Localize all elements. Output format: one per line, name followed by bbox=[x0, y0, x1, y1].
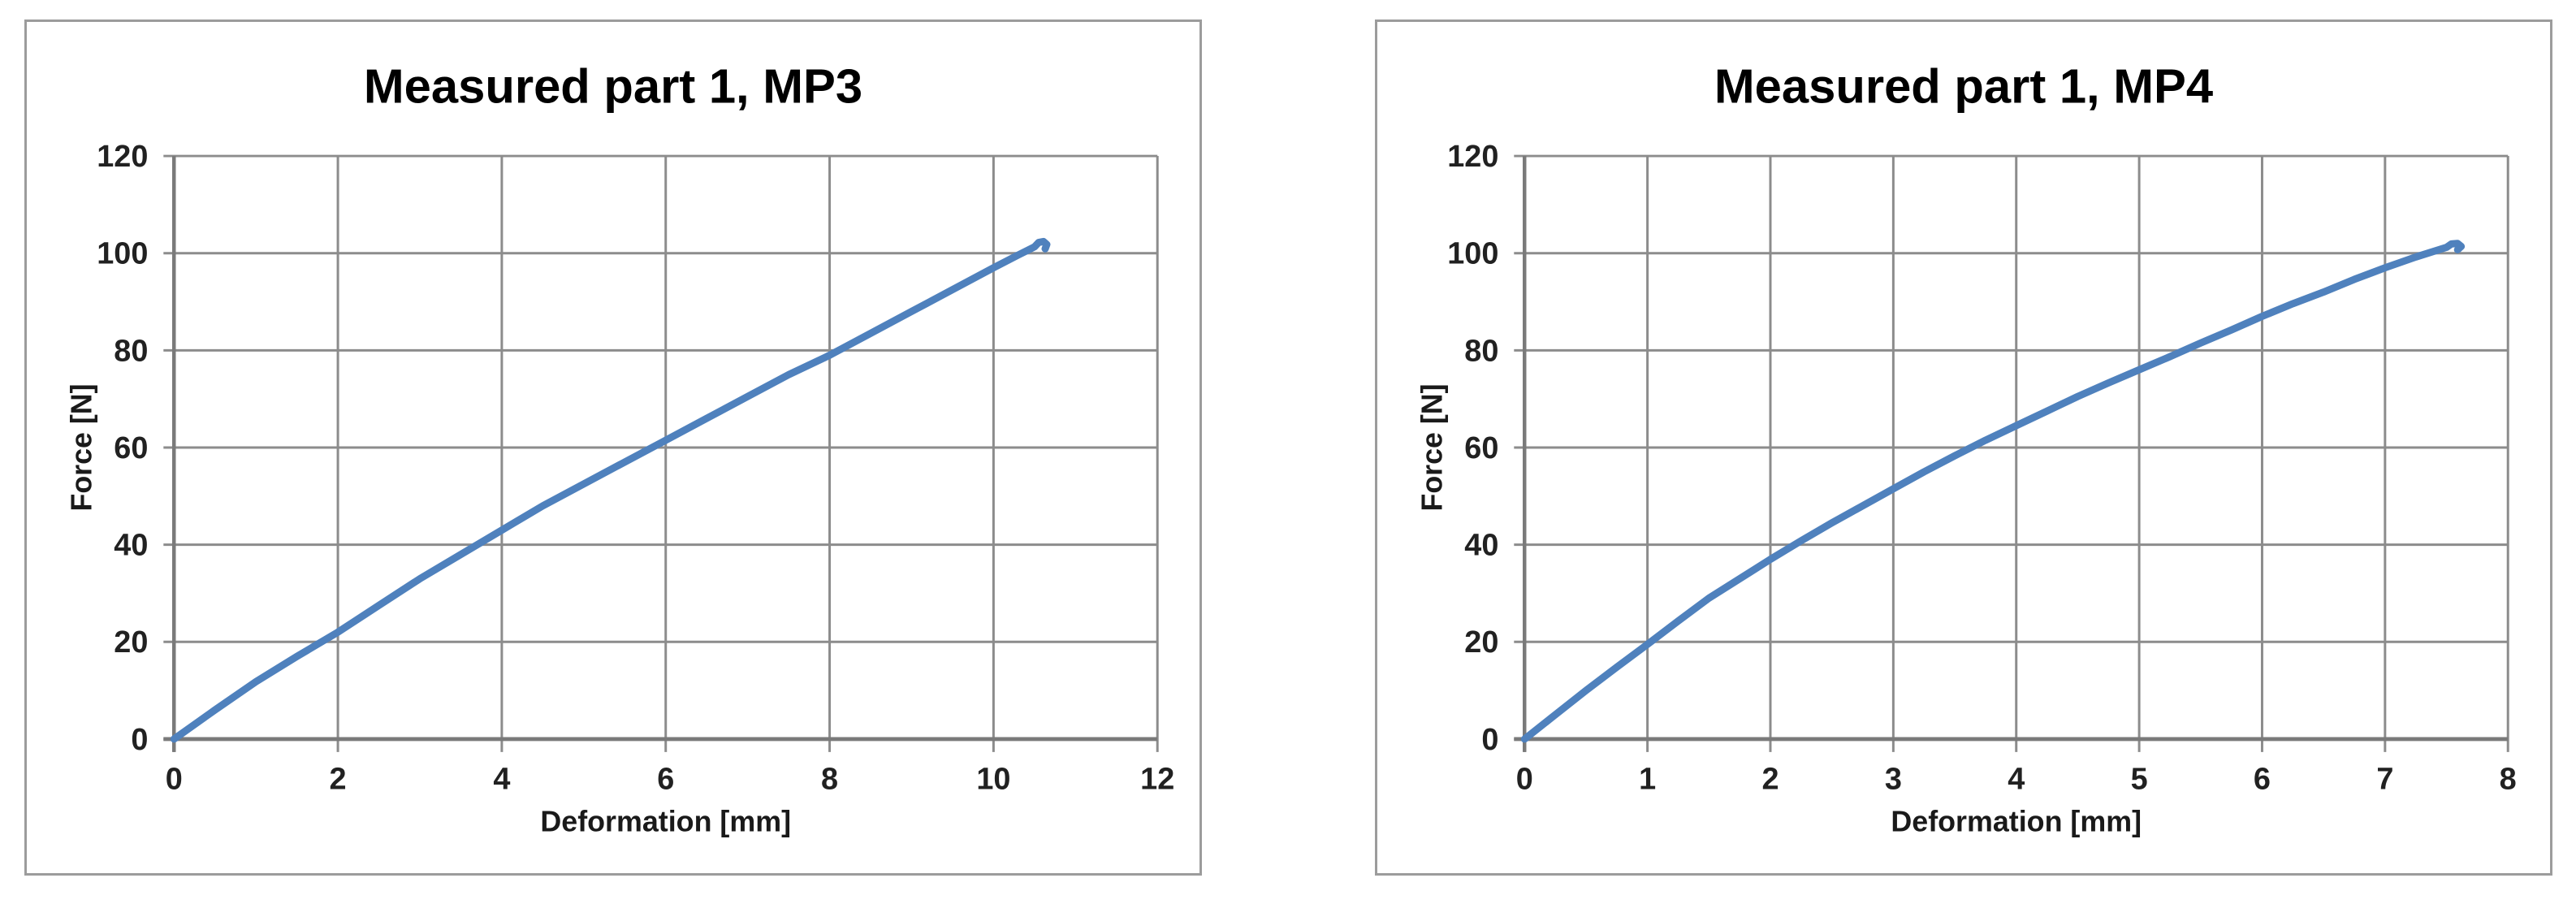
force-deformation-curve bbox=[1520, 240, 2466, 743]
x-tick-label: 0 bbox=[1516, 763, 1533, 797]
x-tick-label: 2 bbox=[1761, 763, 1779, 797]
y-tick-label: 20 bbox=[1464, 625, 1498, 660]
y-tick-label: 0 bbox=[131, 723, 148, 757]
x-tick-label: 7 bbox=[2376, 763, 2393, 797]
x-axis-title: Deformation [mm] bbox=[1891, 805, 2142, 837]
y-tick-label: 80 bbox=[1464, 334, 1498, 368]
y-tick-label: 60 bbox=[1464, 431, 1498, 465]
y-axis-title: Force [N] bbox=[66, 383, 98, 511]
x-tick-label: 6 bbox=[2254, 763, 2271, 797]
x-tick-label: 0 bbox=[166, 763, 183, 797]
charts-row: Measured part 1, MP3 0 2 4 6 8 10 12 0 20 40 60 80 1… bbox=[24, 19, 2552, 876]
x-tick-label: 6 bbox=[657, 763, 674, 797]
mp3-chart-svg: Measured part 1, MP3 0 2 4 6 8 10 120204060801… bbox=[66, 58, 1175, 837]
y-tick-label: 40 bbox=[114, 529, 148, 563]
x-tick-label: 8 bbox=[821, 763, 838, 797]
y-tick-label: 40 bbox=[1464, 529, 1498, 563]
chart-title: Measured part 1, MP3 bbox=[364, 58, 862, 113]
y-tick-label: 100 bbox=[1447, 237, 1498, 271]
force-deformation-curve bbox=[170, 237, 1051, 743]
x-axis-title: Deformation [mm] bbox=[540, 805, 791, 837]
x-tick-label: 4 bbox=[493, 763, 510, 797]
y-tick-label: 120 bbox=[1447, 140, 1498, 174]
y-tick-label: 60 bbox=[114, 431, 148, 465]
y-tick-label: 80 bbox=[114, 334, 148, 368]
x-tick-label: 4 bbox=[2008, 763, 2025, 797]
y-tick-label: 20 bbox=[114, 625, 148, 660]
chart-title: Measured part 1, MP4 bbox=[1714, 58, 2213, 113]
x-tick-label: 3 bbox=[1885, 763, 1902, 797]
x-tick-label: 8 bbox=[2500, 763, 2517, 797]
y-tick-label: 120 bbox=[97, 140, 148, 174]
x-tick-label: 1 bbox=[1639, 763, 1656, 797]
x-tick-label: 5 bbox=[2131, 763, 2148, 797]
x-tick-label: 2 bbox=[330, 763, 347, 797]
x-tick-label: 12 bbox=[1140, 763, 1174, 797]
x-tick-label: 10 bbox=[976, 763, 1010, 797]
y-tick-label: 100 bbox=[97, 237, 148, 271]
mp4-chart-svg: Measured part 1, MP4 0 1 2 3 4 5 6 7 80204060801… bbox=[1416, 58, 2517, 837]
y-axis-title: Force [N] bbox=[1416, 383, 1449, 511]
chart-panel-mp3: Measured part 1, MP3 0 2 4 6 8 10 12 0 20 40 60 80 1… bbox=[24, 19, 1202, 876]
chart-panel-mp4: Measured part 1, MP4 0 1 2 3 4 5 6 7 8 0 20 40 60 80 1… bbox=[1375, 19, 2552, 876]
y-tick-label: 0 bbox=[1481, 723, 1498, 757]
